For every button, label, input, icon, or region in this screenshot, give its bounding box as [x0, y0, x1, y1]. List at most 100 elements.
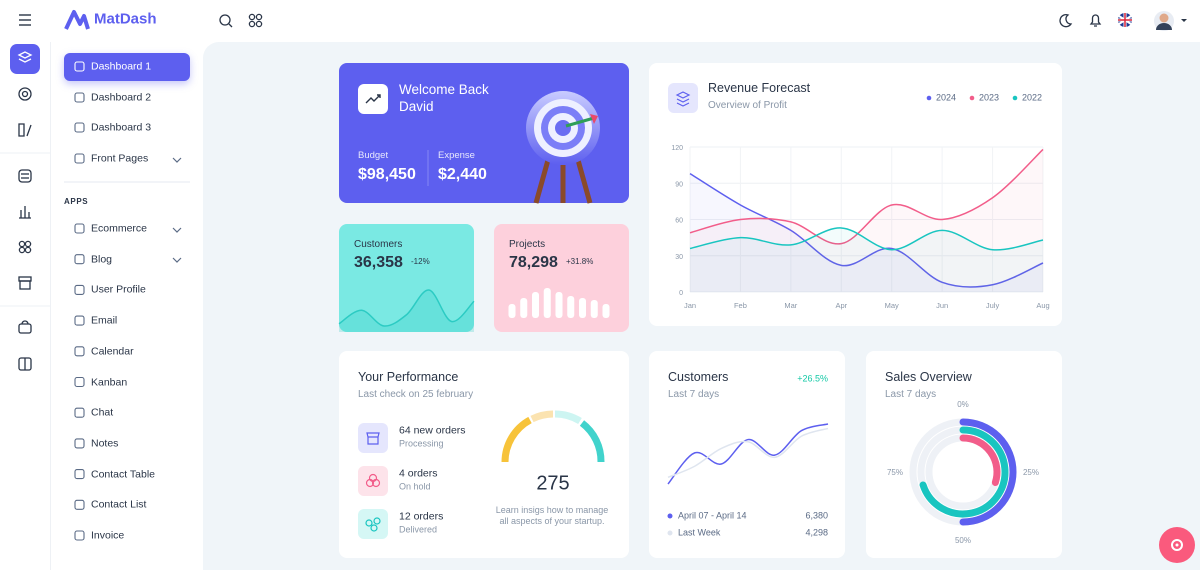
logo[interactable]: [64, 10, 90, 30]
menu-item[interactable]: Calendar: [91, 345, 134, 358]
chevrons[interactable]: [172, 157, 182, 263]
card-change: -12%: [411, 257, 430, 266]
card-title: Revenue Forecast: [708, 81, 811, 96]
item-title: 4 orders: [399, 467, 438, 480]
bar: [567, 296, 575, 318]
menu-icon: [74, 438, 85, 449]
customers-week-card: [649, 351, 845, 558]
apps-icon[interactable]: [248, 13, 263, 28]
menu-item[interactable]: Dashboard 1: [91, 60, 152, 73]
x-tick-label: Jan: [684, 301, 696, 310]
hold-glyph: [365, 473, 381, 488]
x-tick-label: Jun: [936, 301, 948, 310]
welcome-icon: [358, 84, 388, 114]
card-subtitle: Overview of Profit: [708, 99, 787, 111]
language-flag[interactable]: [1118, 13, 1132, 27]
card-subtitle: Last 7 days: [668, 388, 720, 400]
menu-item[interactable]: Blog: [91, 253, 113, 266]
legend-label: 2024: [936, 92, 957, 103]
ring-arc: [919, 426, 1009, 518]
ring-tick-label: 0%: [957, 400, 969, 409]
ring-tick-label: 25%: [1023, 468, 1039, 477]
delivered-icon: [358, 509, 388, 539]
menu-item[interactable]: Dashboard 3: [91, 121, 152, 134]
orders-icon: [358, 423, 388, 453]
menu-item[interactable]: Email: [91, 314, 118, 327]
avatar[interactable]: [1154, 11, 1187, 31]
ring-tick-label: 75%: [887, 468, 903, 477]
legend-total: 4,298: [805, 527, 828, 538]
legend-label: April 07 - April 14: [678, 510, 747, 521]
menu-item[interactable]: Ecommerce: [91, 222, 148, 235]
legend-dot: [667, 530, 673, 536]
revenue-card: [649, 63, 1062, 326]
menu-icon: [74, 499, 85, 510]
item-status: On hold: [399, 481, 431, 492]
search-icon[interactable]: [219, 14, 233, 28]
layers-icon: [675, 91, 691, 107]
target-illustration: [526, 91, 600, 204]
menu-icon: [74, 153, 85, 164]
menu-item[interactable]: Contact Table: [91, 468, 156, 481]
menu-icon: [74, 61, 85, 72]
y-tick-label: 120: [671, 145, 683, 152]
series-area: [690, 149, 1043, 292]
card-title: Sales Overview: [885, 370, 972, 385]
theme-icon[interactable]: [1059, 14, 1073, 28]
card-title: Your Performance: [358, 370, 459, 385]
menu-item[interactable]: User Profile: [91, 283, 146, 296]
bar: [555, 292, 563, 318]
delivered-glyph: [365, 517, 381, 532]
menu-icon: [74, 284, 85, 295]
score: 275: [536, 472, 570, 495]
rail-active[interactable]: [10, 44, 40, 74]
card-value: 78,298: [509, 254, 558, 271]
card-title: Projects: [509, 238, 546, 250]
menu-icon: [74, 376, 85, 388]
bar: [532, 292, 539, 318]
icon-rail: [0, 42, 51, 570]
menu-item[interactable]: Chat: [91, 406, 114, 419]
brand[interactable]: MatDash: [94, 10, 157, 28]
card-subtitle: Last 7 days: [885, 388, 937, 400]
menu-icon[interactable]: [19, 14, 31, 26]
menu-item[interactable]: Dashboard 2: [91, 91, 152, 104]
bar: [543, 288, 551, 318]
menu-item[interactable]: Front Pages: [91, 152, 149, 165]
legend-dot: [926, 95, 932, 101]
expense-value: $2,440: [438, 166, 487, 183]
y-tick-label: 60: [675, 218, 683, 225]
menu-item[interactable]: Contact List: [91, 498, 147, 511]
x-tick-label: Mar: [784, 301, 797, 310]
menu-item[interactable]: Notes: [91, 437, 119, 450]
sparkline: [338, 289, 475, 327]
bar: [520, 298, 528, 318]
section-heading: APPS: [64, 197, 89, 206]
menu-icon: [74, 469, 85, 480]
card-title: Customers: [668, 370, 729, 385]
series-area: [690, 173, 1043, 292]
item-status: Delivered: [399, 524, 438, 535]
trend-icon: [365, 94, 381, 104]
card-subtitle: Last check on 25 february: [358, 388, 474, 400]
bell-icon[interactable]: [1089, 14, 1102, 27]
card-value: 36,358: [354, 254, 403, 271]
y-tick-label: 30: [675, 254, 683, 261]
legend-label: 2022: [1022, 92, 1043, 103]
menu-active[interactable]: [64, 53, 190, 81]
legend-label: 2023: [979, 92, 1000, 103]
menu-item[interactable]: Invoice: [91, 529, 125, 542]
series-line: [689, 172, 1044, 288]
rail-icons[interactable]: [17, 51, 33, 371]
legend-dot: [1012, 95, 1018, 101]
menu-icon: [74, 407, 85, 418]
x-tick-label: July: [986, 301, 1000, 310]
menu-item[interactable]: Kanban: [91, 375, 128, 388]
series-line: [689, 148, 1044, 245]
settings-button[interactable]: [1159, 527, 1195, 563]
shop-glyph: [366, 432, 380, 445]
card-change: +26.5%: [797, 373, 828, 384]
menu-icon: [74, 530, 85, 541]
